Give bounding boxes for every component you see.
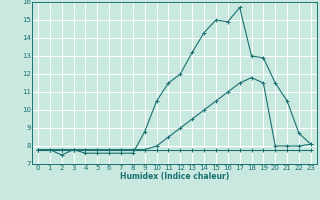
X-axis label: Humidex (Indice chaleur): Humidex (Indice chaleur)	[120, 172, 229, 181]
